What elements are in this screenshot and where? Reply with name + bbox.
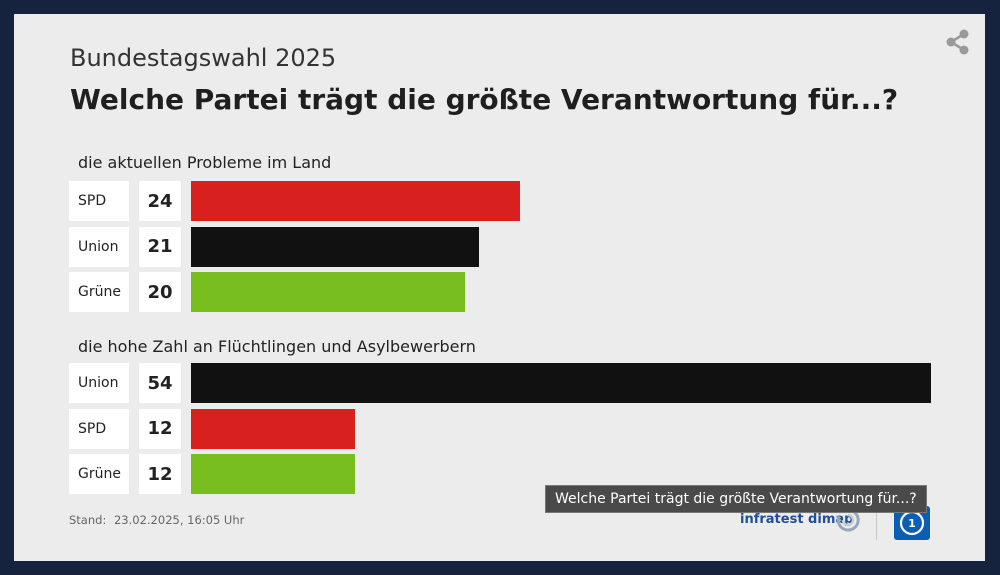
chart-title: Welche Partei trägt die größte Verantwor… [70,83,899,116]
chart-card: Bundestagswahl 2025 Welche Partei trägt … [14,14,985,561]
bar-label: Grüne [69,454,129,494]
bar-spd[interactable] [191,408,356,449]
footer-stand: Stand: 23.02.2025, 16:05 Uhr [69,513,248,527]
bar-label: Union [69,363,129,403]
bar-label: Union [69,226,129,267]
logo-divider [876,506,877,540]
bar-value-label: 12 [139,408,181,449]
tooltip: Welche Partei trägt die größte Verantwor… [545,485,927,513]
bar-value-label: 20 [139,272,181,312]
bar-value-label: 21 [139,226,181,267]
bar-value-label: 24 [139,181,181,221]
bar-grüne[interactable] [191,454,356,494]
bar-union[interactable] [191,363,931,403]
stand-value: 23.02.2025, 16:05 Uhr [113,513,245,527]
bar-label: SPD [69,408,129,449]
group-title: die aktuellen Probleme im Land [78,153,332,172]
bar-label: Grüne [69,272,129,312]
bar-spd[interactable] [191,181,520,221]
infratest-logo-text: infratest dimap [740,512,854,527]
bar-label: SPD [69,181,129,221]
svg-text:1: 1 [908,517,916,530]
group-title: die hohe Zahl an Flüchtlingen und Asylbe… [78,337,476,356]
bar-value-label: 12 [139,454,181,494]
bar-value-label: 54 [139,363,181,403]
bar-grüne[interactable] [191,272,466,312]
stand-label: Stand: [69,513,107,527]
chart-subtitle: Bundestagswahl 2025 [70,44,337,72]
bar-union[interactable] [191,226,479,267]
share-icon[interactable] [942,26,974,58]
ard-logo-icon: 1 [894,506,930,540]
